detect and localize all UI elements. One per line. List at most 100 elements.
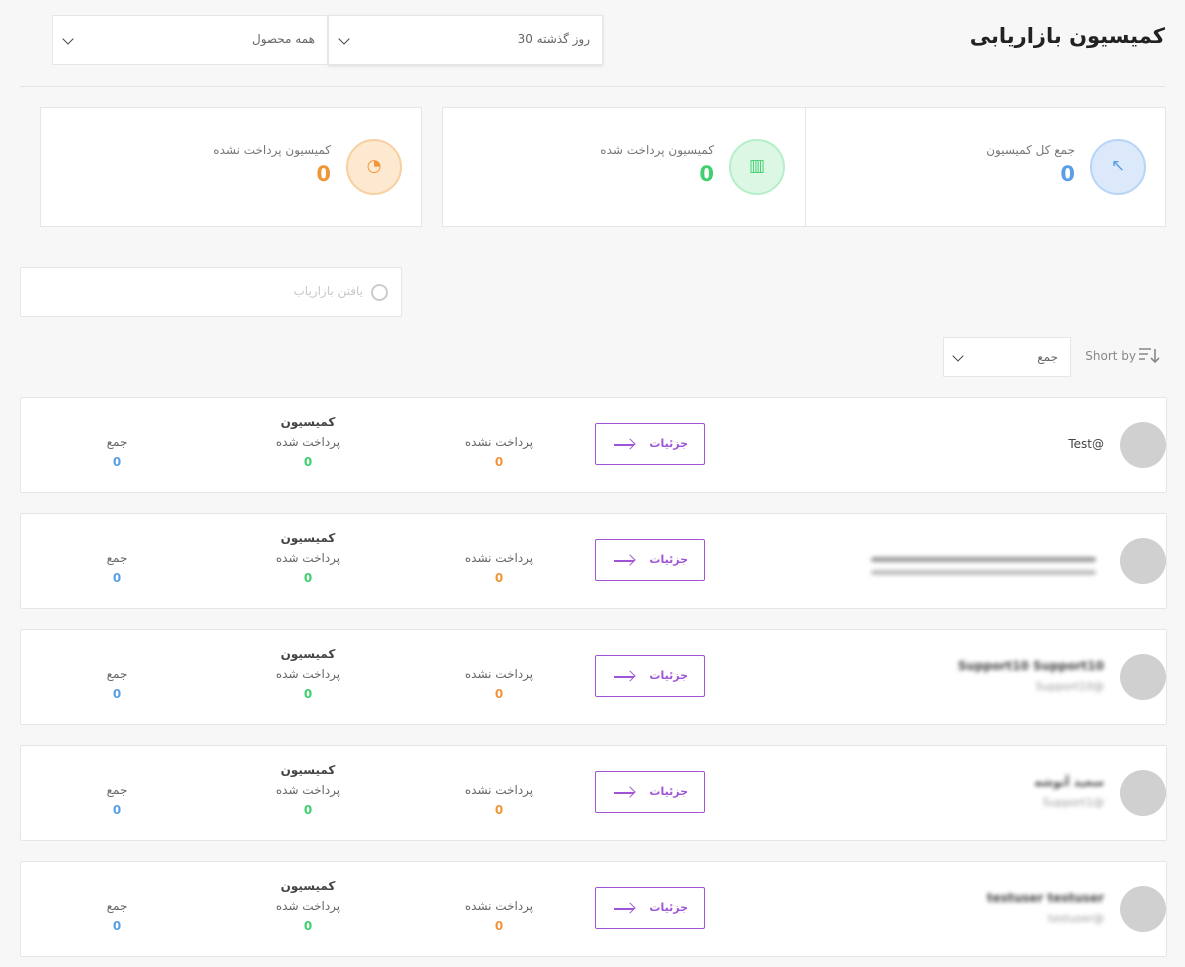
unpaid-value: 0: [494, 687, 504, 701]
stat-label: کمیسیون پرداخت شده: [600, 143, 714, 157]
arrow-icon: [614, 670, 636, 682]
marketer-username: Support1@: [1042, 796, 1104, 809]
total-value: 0: [112, 571, 122, 585]
sort-select[interactable]: جمع: [943, 337, 1071, 377]
chevron: [62, 33, 74, 45]
commission-label: کمیسیون: [280, 763, 336, 777]
details-button[interactable]: جزئیات: [595, 771, 705, 813]
search-box[interactable]: یافتن بازاریاب: [20, 267, 402, 317]
unpaid-label: پرداخت نشده: [464, 783, 534, 797]
chevron: [338, 33, 350, 45]
arrow-head: [624, 902, 636, 914]
details-label: جزئیات: [649, 901, 688, 914]
details-button[interactable]: جزئیات: [595, 887, 705, 929]
page-title: کمیسیون بازاریابی: [969, 24, 1165, 48]
details-button[interactable]: جزئیات: [595, 539, 705, 581]
total-value: 0: [112, 803, 122, 817]
commission-label: کمیسیون: [280, 647, 336, 661]
unpaid-label: پرداخت نشده: [464, 667, 534, 681]
total-value: 0: [112, 919, 122, 933]
sort-icon: [1139, 348, 1160, 364]
divider: [805, 107, 806, 227]
icon-glyph: ◔: [366, 156, 382, 176]
details-button[interactable]: جزئیات: [595, 423, 705, 465]
total-value: 0: [112, 687, 122, 701]
stat-value: 0: [316, 162, 331, 186]
avatar: [1120, 422, 1166, 468]
total-value: 0: [112, 455, 122, 469]
marketer-row: سعید آتوشه Support1@ جزئیات پرداخت نشده 0 کمی…: [20, 745, 1167, 841]
stat-icon: ◔: [346, 139, 402, 195]
avatar: [1120, 770, 1166, 816]
paid-value: 0: [303, 687, 313, 701]
sort-value: جمع: [1037, 350, 1058, 364]
details-button[interactable]: جزئیات: [595, 655, 705, 697]
commission-label: کمیسیون: [280, 879, 336, 893]
arrow-icon: [614, 902, 636, 914]
details-label: جزئیات: [649, 553, 688, 566]
commission-label: کمیسیون: [280, 415, 336, 429]
marketer-row: testuser testuser testuser@ جزئیات پرداخت ن…: [20, 861, 1167, 957]
marketer-name: Test@: [1068, 437, 1104, 451]
total-label: جمع: [106, 551, 128, 565]
blurred-name: [871, 557, 1096, 562]
arrow-icon: [614, 554, 636, 566]
paid-value: 0: [303, 455, 313, 469]
stat-value: 0: [1060, 162, 1075, 186]
paid-label: پرداخت شده: [275, 551, 341, 565]
paid-value: 0: [303, 571, 313, 585]
total-label: جمع: [106, 435, 128, 449]
arrow-head: [624, 554, 636, 566]
details-label: جزئیات: [649, 669, 688, 682]
stat-card: [442, 107, 1166, 227]
total-label: جمع: [106, 899, 128, 913]
paid-value: 0: [303, 803, 313, 817]
marketer-row: Test@ جزئیات پرداخت نشده 0 کمیسیون پرداخت شده…: [20, 397, 1167, 493]
unpaid-label: پرداخت نشده: [464, 551, 534, 565]
paid-label: پرداخت شده: [275, 667, 341, 681]
total-label: جمع: [106, 783, 128, 797]
paid-value: 0: [303, 919, 313, 933]
product-select[interactable]: همه محصول: [52, 15, 328, 65]
search-placeholder: یافتن بازاریاب: [293, 284, 363, 298]
arrow-icon: [614, 438, 636, 450]
marketer-username: Support10@: [1035, 680, 1104, 693]
divider: [20, 86, 1165, 87]
paid-label: پرداخت شده: [275, 783, 341, 797]
marketer-name: testuser testuser: [986, 891, 1104, 905]
unpaid-value: 0: [494, 803, 504, 817]
period-select[interactable]: 30 روز گذشته: [328, 15, 603, 65]
details-label: جزئیات: [649, 437, 688, 450]
unpaid-value: 0: [494, 455, 504, 469]
avatar: [1120, 538, 1166, 584]
arrow-head: [624, 438, 636, 450]
icon-glyph: ↖: [1110, 156, 1126, 176]
avatar: [1120, 654, 1166, 700]
search-icon: [371, 284, 388, 301]
marketer-row: جزئیات پرداخت نشده 0 کمیسیون پرداخت شده 0 جمع 0: [20, 513, 1167, 609]
unpaid-value: 0: [494, 571, 504, 585]
arrow-icon: [614, 786, 636, 798]
period-value: 30 روز گذشته: [517, 32, 590, 46]
unpaid-label: پرداخت نشده: [464, 435, 534, 449]
blurred-username: [871, 570, 1096, 575]
stat-label: کمیسیون پرداخت نشده: [213, 143, 331, 157]
details-label: جزئیات: [649, 785, 688, 798]
marketer-name: سعید آتوشه: [1034, 775, 1104, 789]
icon-glyph: ▥: [748, 156, 766, 176]
paid-label: پرداخت شده: [275, 899, 341, 913]
paid-label: پرداخت شده: [275, 435, 341, 449]
marketer-username: testuser@: [1047, 912, 1104, 925]
total-label: جمع: [106, 667, 128, 681]
stat-value: 0: [699, 162, 714, 186]
stat-label: جمع کل کمیسیون: [986, 143, 1075, 157]
chevron: [952, 350, 964, 362]
arrow-head: [624, 670, 636, 682]
arrow-head: [624, 786, 636, 798]
marketer-row: Support10 Support10 Support10@ جزئیات پرداخ…: [20, 629, 1167, 725]
marketer-name: Support10 Support10: [957, 659, 1104, 673]
avatar: [1120, 886, 1166, 932]
product-value: همه محصول: [251, 32, 315, 46]
unpaid-value: 0: [494, 919, 504, 933]
